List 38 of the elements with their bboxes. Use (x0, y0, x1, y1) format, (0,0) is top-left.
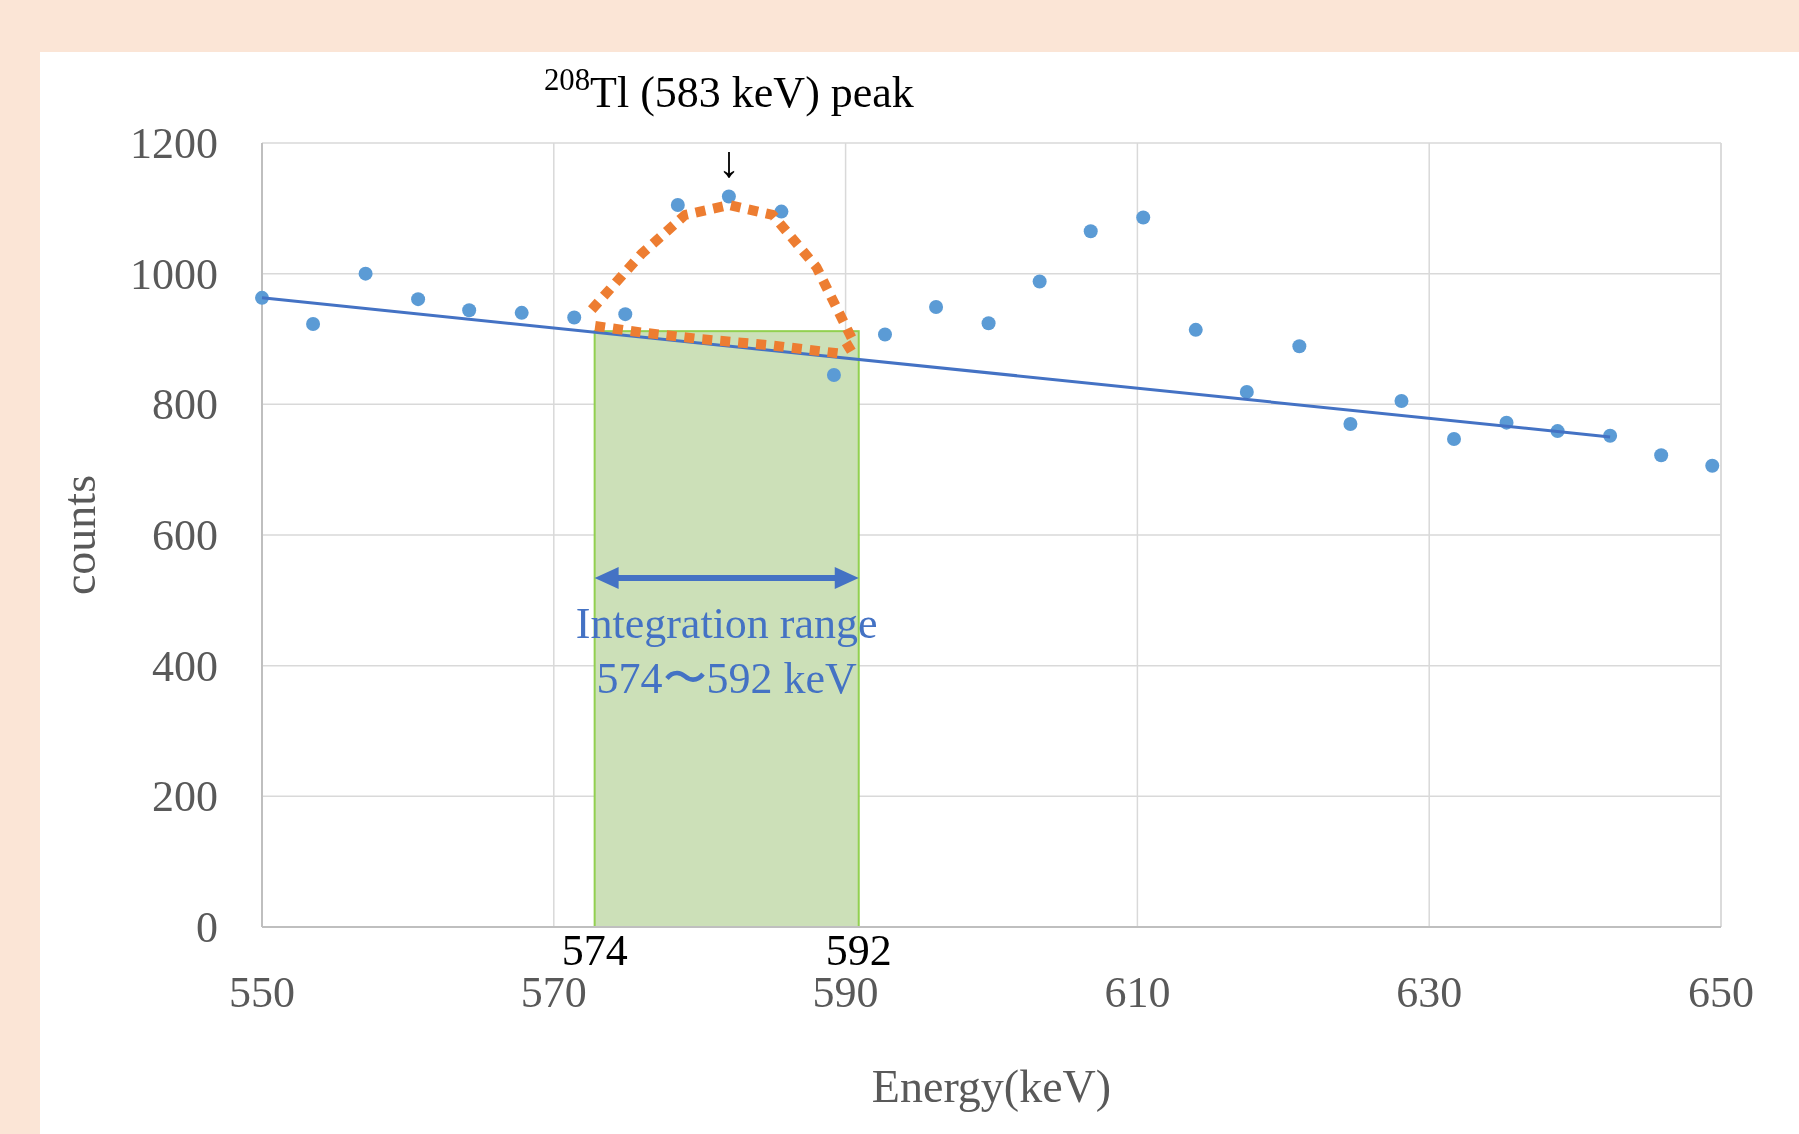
point (1292, 339, 1307, 354)
point (462, 303, 477, 318)
point (411, 292, 426, 307)
point (306, 316, 321, 331)
point (1188, 322, 1203, 337)
point (1447, 431, 1461, 446)
x-axis-title: Energy(keV) (871, 1061, 1112, 1112)
y-tick-label: 800 (152, 380, 218, 430)
point (826, 367, 841, 382)
x-tick-label: 630 (1396, 968, 1463, 1017)
x-tick-label: 550 (229, 968, 295, 1017)
point (514, 305, 529, 320)
point (981, 316, 996, 331)
y-tick-label: 400 (152, 641, 218, 691)
point (358, 266, 373, 281)
annotation: $^{208}$Tl (583 keV) peak ↓ (543, 62, 914, 187)
y-tick-label: 200 (152, 772, 218, 822)
y-tick-label: 600 (152, 511, 218, 560)
point (1136, 210, 1151, 225)
point (1032, 274, 1047, 289)
y-tick-label: 1000 (130, 249, 218, 299)
point (670, 198, 685, 213)
point (929, 299, 944, 314)
y-axis-title: counts (54, 474, 105, 596)
point (1394, 394, 1409, 409)
point (1083, 224, 1098, 239)
point (721, 189, 736, 204)
point (1343, 416, 1358, 431)
y-tick-label: 0 (196, 903, 218, 952)
x-tick-label: 650 (1688, 968, 1754, 1017)
point (1705, 458, 1720, 473)
point (567, 310, 582, 325)
point (1654, 448, 1669, 463)
point (618, 307, 633, 322)
point (877, 327, 892, 342)
y-tick-label: 1200 (130, 119, 218, 168)
x-tick-label: 610 (1104, 968, 1171, 1017)
point (1239, 384, 1254, 399)
